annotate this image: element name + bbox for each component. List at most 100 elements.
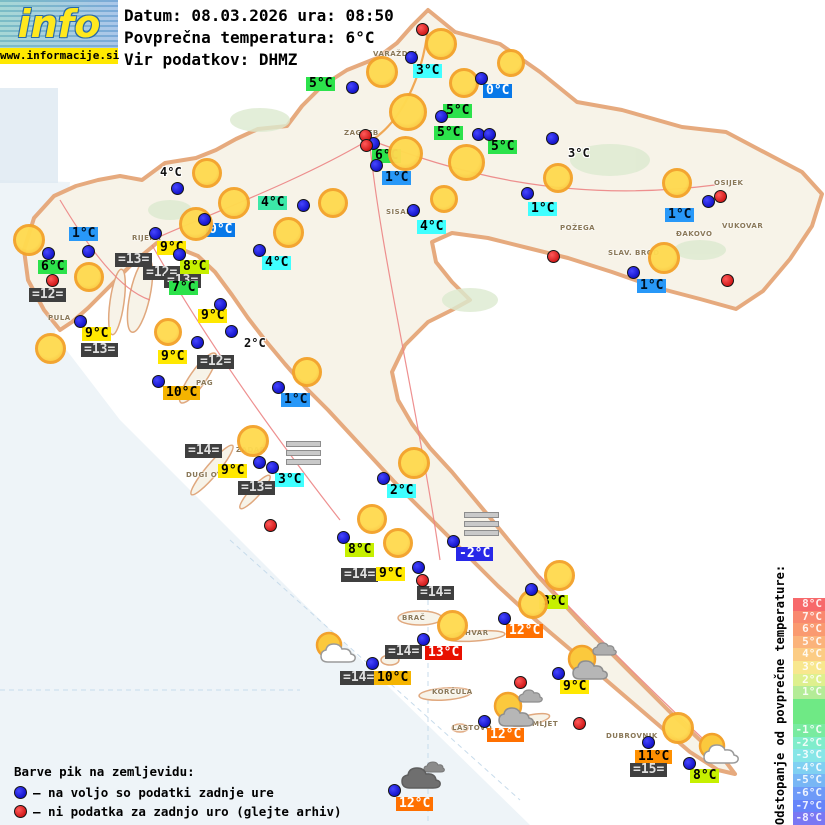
station-dot-blue[interactable] [525, 583, 538, 596]
legend-band: -1°C [793, 723, 825, 737]
header-avg-temp-line: Povprečna temperatura: 6°C [124, 28, 375, 47]
legend-band: 1°C [793, 686, 825, 699]
station-dot-blue[interactable] [366, 657, 379, 670]
sun-icon [318, 188, 348, 218]
sun-icon [497, 49, 525, 77]
station-dot-blue[interactable] [388, 784, 401, 797]
station-dot-blue[interactable] [412, 561, 425, 574]
logo-url-link[interactable]: www.informacije.si [0, 48, 120, 64]
station-dot-red[interactable] [416, 23, 429, 36]
temp-label: 2°C [387, 484, 417, 498]
station-dot-blue[interactable] [198, 213, 211, 226]
station-dot-red[interactable] [514, 676, 527, 689]
map-city-label: BRAČ [402, 614, 426, 622]
station-dot-blue[interactable] [149, 227, 162, 240]
station-dot-red[interactable] [573, 717, 586, 730]
temp-label: 1°C [665, 208, 695, 222]
temp-label: 8°C [180, 260, 210, 274]
station-dot-red[interactable] [416, 574, 429, 587]
station-dot-blue[interactable] [435, 110, 448, 123]
sun-icon [292, 357, 322, 387]
legend-band: 5°C [793, 635, 825, 649]
station-dot-blue[interactable] [346, 81, 359, 94]
station-dot-blue[interactable] [407, 204, 420, 217]
station-dot-blue[interactable] [642, 736, 655, 749]
map-temp-text: 4°C [160, 165, 182, 179]
logo-text: info [17, 2, 101, 46]
temp-label: 0°C [206, 223, 236, 237]
temp-label: =13= [238, 481, 276, 495]
station-dot-blue[interactable] [483, 128, 496, 141]
sun-icon [357, 504, 387, 534]
temp-label: 1°C [528, 202, 558, 216]
station-dot-red[interactable] [714, 190, 727, 203]
sun-icon [449, 68, 479, 98]
sun-cloud-white-icon [695, 731, 747, 771]
sun-icon [398, 447, 430, 479]
station-dot-blue[interactable] [478, 715, 491, 728]
station-dot-blue[interactable] [225, 325, 238, 338]
map-city-label: POŽEGA [560, 224, 596, 232]
temp-label: 13°C [425, 646, 463, 660]
station-dot-blue[interactable] [552, 667, 565, 680]
legend-band: 2°C [793, 673, 825, 687]
sun-clouds-gray-icon [562, 641, 618, 685]
map-city-label: VARAŽDIN [373, 50, 418, 58]
dot-color-legend: Barve pik na zemljevidu: – na voljo so p… [14, 764, 342, 823]
sun-icon [34, 332, 66, 364]
sun-icon [192, 158, 222, 188]
map-city-label: MLJET [532, 720, 559, 728]
station-dot-blue[interactable] [173, 248, 186, 261]
station-dot-blue[interactable] [214, 298, 227, 311]
temp-label: 9°C [376, 567, 406, 581]
station-dot-red[interactable] [360, 139, 373, 152]
station-dot-blue[interactable] [683, 757, 696, 770]
station-dot-blue[interactable] [266, 461, 279, 474]
station-dot-blue[interactable] [171, 182, 184, 195]
dot-legend-text: – ni podatka za zadnjo uro (glejte arhiv… [33, 804, 342, 819]
station-dot-blue[interactable] [498, 612, 511, 625]
station-dot-blue[interactable] [74, 315, 87, 328]
sun-icon [13, 224, 45, 256]
dot-legend-item: – na voljo so podatki zadnje ure [14, 785, 342, 800]
station-dot-blue[interactable] [82, 245, 95, 258]
info-logo[interactable]: info [0, 0, 118, 48]
temp-label: 12°C [506, 624, 544, 638]
temp-label: 0°C [483, 84, 513, 98]
station-dot-blue[interactable] [377, 472, 390, 485]
station-dot-red[interactable] [264, 519, 277, 532]
temp-label: =14= [385, 645, 423, 659]
station-dot-blue[interactable] [370, 159, 383, 172]
sun-clouds-gray-icon [488, 688, 544, 732]
station-dot-blue[interactable] [475, 72, 488, 85]
sun-icon [518, 589, 548, 619]
station-dot-blue[interactable] [702, 195, 715, 208]
station-dot-red[interactable] [46, 274, 59, 287]
station-dot-blue[interactable] [253, 244, 266, 257]
temp-label: 5°C [488, 140, 518, 154]
station-dot-blue[interactable] [546, 132, 559, 145]
station-dot-blue[interactable] [521, 187, 534, 200]
station-dot-blue[interactable] [337, 531, 350, 544]
station-dot-red[interactable] [547, 250, 560, 263]
temp-label: -2°C [456, 547, 494, 561]
station-dot-blue[interactable] [152, 375, 165, 388]
station-dot-blue[interactable] [447, 535, 460, 548]
legend-band: -2°C [793, 736, 825, 750]
station-dot-blue[interactable] [253, 456, 266, 469]
legend-band: -7°C [793, 799, 825, 813]
temp-label: 4°C [258, 196, 288, 210]
station-dot-blue[interactable] [627, 266, 640, 279]
station-dot-blue[interactable] [191, 336, 204, 349]
sun-icon [425, 28, 457, 60]
sun-icon [179, 207, 213, 241]
station-dot-red[interactable] [721, 274, 734, 287]
map-city-label: ĐAKOVO [676, 230, 713, 238]
station-dot-blue[interactable] [42, 247, 55, 260]
station-dot-blue[interactable] [405, 51, 418, 64]
station-dot-blue[interactable] [297, 199, 310, 212]
station-dot-blue[interactable] [272, 381, 285, 394]
station-dot-blue[interactable] [417, 633, 430, 646]
temp-label: =13= [115, 253, 153, 267]
temp-label: =14= [185, 444, 223, 458]
